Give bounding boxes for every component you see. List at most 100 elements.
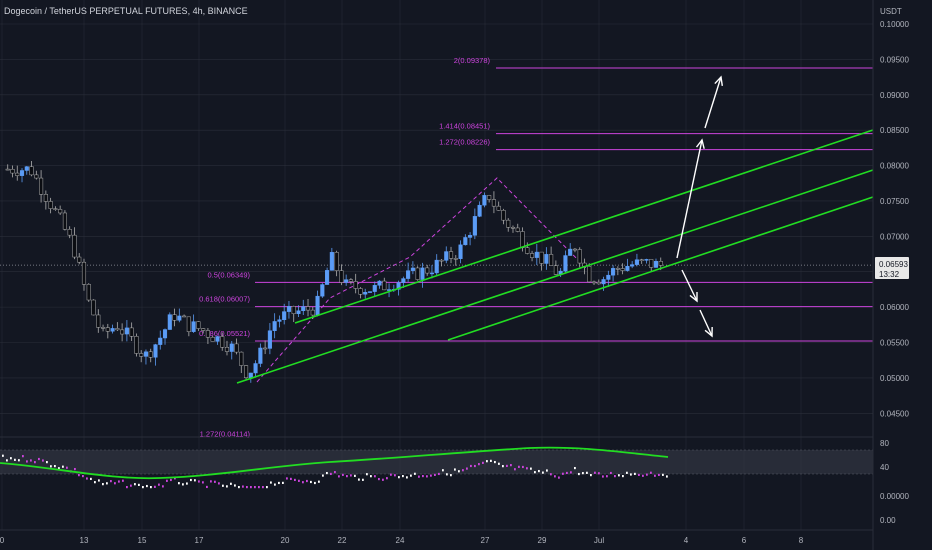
candle[interactable] [167,314,172,330]
candle[interactable] [367,291,373,293]
candle[interactable] [453,258,458,260]
candle[interactable] [463,237,468,246]
candle[interactable] [510,227,516,229]
candle[interactable] [620,268,625,271]
candle[interactable] [334,252,339,271]
candle[interactable] [301,306,306,311]
candle[interactable] [520,231,525,248]
candle[interactable] [348,279,353,282]
candle[interactable] [196,321,201,329]
candle[interactable] [377,280,382,286]
candle[interactable] [653,261,659,268]
candle[interactable] [81,261,87,285]
candle[interactable] [601,279,606,285]
candle[interactable] [472,216,477,236]
channel-lines[interactable] [236,129,874,384]
candle[interactable] [191,321,196,332]
candle[interactable] [143,351,149,357]
candle[interactable] [215,336,220,342]
candle[interactable] [544,254,549,264]
candle[interactable] [577,249,582,264]
candle[interactable] [43,194,48,202]
candle[interactable] [587,266,592,283]
channel-line[interactable] [236,169,874,384]
candle[interactable] [439,259,444,262]
candle[interactable] [625,265,630,271]
candle[interactable] [286,306,292,312]
candle[interactable] [420,267,425,280]
candle[interactable] [15,172,20,176]
candle[interactable] [10,168,15,174]
candle[interactable] [101,327,106,329]
candle[interactable] [220,336,225,348]
candle[interactable] [501,210,506,221]
candle[interactable] [29,166,34,176]
candle[interactable] [372,285,377,292]
candle[interactable] [96,314,101,328]
candle[interactable] [530,253,535,258]
candle[interactable] [572,248,578,251]
candle[interactable] [277,319,282,322]
candle[interactable] [448,251,454,259]
candle[interactable] [358,288,363,295]
indicator-line[interactable] [0,446,669,480]
candle[interactable] [615,268,620,270]
candle[interactable] [91,299,96,316]
candle[interactable] [434,259,439,274]
candle[interactable] [258,347,263,364]
candle[interactable] [477,204,482,217]
candle[interactable] [134,336,139,354]
candle[interactable] [296,310,301,314]
candle[interactable] [630,264,635,267]
candle[interactable] [53,208,58,210]
candle[interactable] [320,284,325,297]
candle[interactable] [639,259,644,261]
candle[interactable] [305,306,311,311]
candle[interactable] [110,328,115,332]
candle[interactable] [172,314,177,321]
candle[interactable] [224,347,230,352]
candle[interactable] [506,219,511,228]
candle[interactable] [158,337,163,345]
candle[interactable] [186,316,191,332]
candle[interactable] [248,372,253,378]
candle[interactable] [353,281,358,289]
candle[interactable] [344,279,349,283]
candle[interactable] [444,251,449,261]
candle[interactable] [539,251,544,264]
candle[interactable] [363,291,368,295]
candle[interactable] [310,309,315,316]
candle[interactable] [415,267,420,280]
candle[interactable] [315,295,320,316]
candle[interactable] [72,234,77,258]
candle[interactable] [339,270,344,283]
candle[interactable] [568,248,573,256]
candle[interactable] [596,281,601,285]
candle[interactable] [48,201,53,209]
candle[interactable] [525,247,530,254]
candle[interactable] [162,329,168,339]
candle[interactable] [644,259,649,261]
candle[interactable] [239,351,244,366]
candle[interactable] [229,343,234,352]
candle[interactable] [401,278,406,283]
indicator-pane[interactable] [0,436,873,489]
candle[interactable] [272,321,277,331]
candle[interactable] [491,199,496,207]
candle[interactable] [496,205,501,211]
candle[interactable] [658,261,663,266]
candle[interactable] [468,235,473,238]
candle[interactable] [649,259,654,268]
candle[interactable] [487,195,492,200]
fib-levels[interactable]: 2(0.09378) 1.414(0.08451) 1.272(0.08226) 0.… [0,56,873,439]
candle[interactable] [329,252,334,271]
candle[interactable] [77,256,82,263]
candle[interactable] [611,268,616,276]
candle[interactable] [86,284,91,301]
candle[interactable] [410,267,415,271]
candle[interactable] [387,289,392,291]
candle[interactable] [201,328,206,331]
candle[interactable] [591,281,597,284]
candle[interactable] [553,265,558,275]
